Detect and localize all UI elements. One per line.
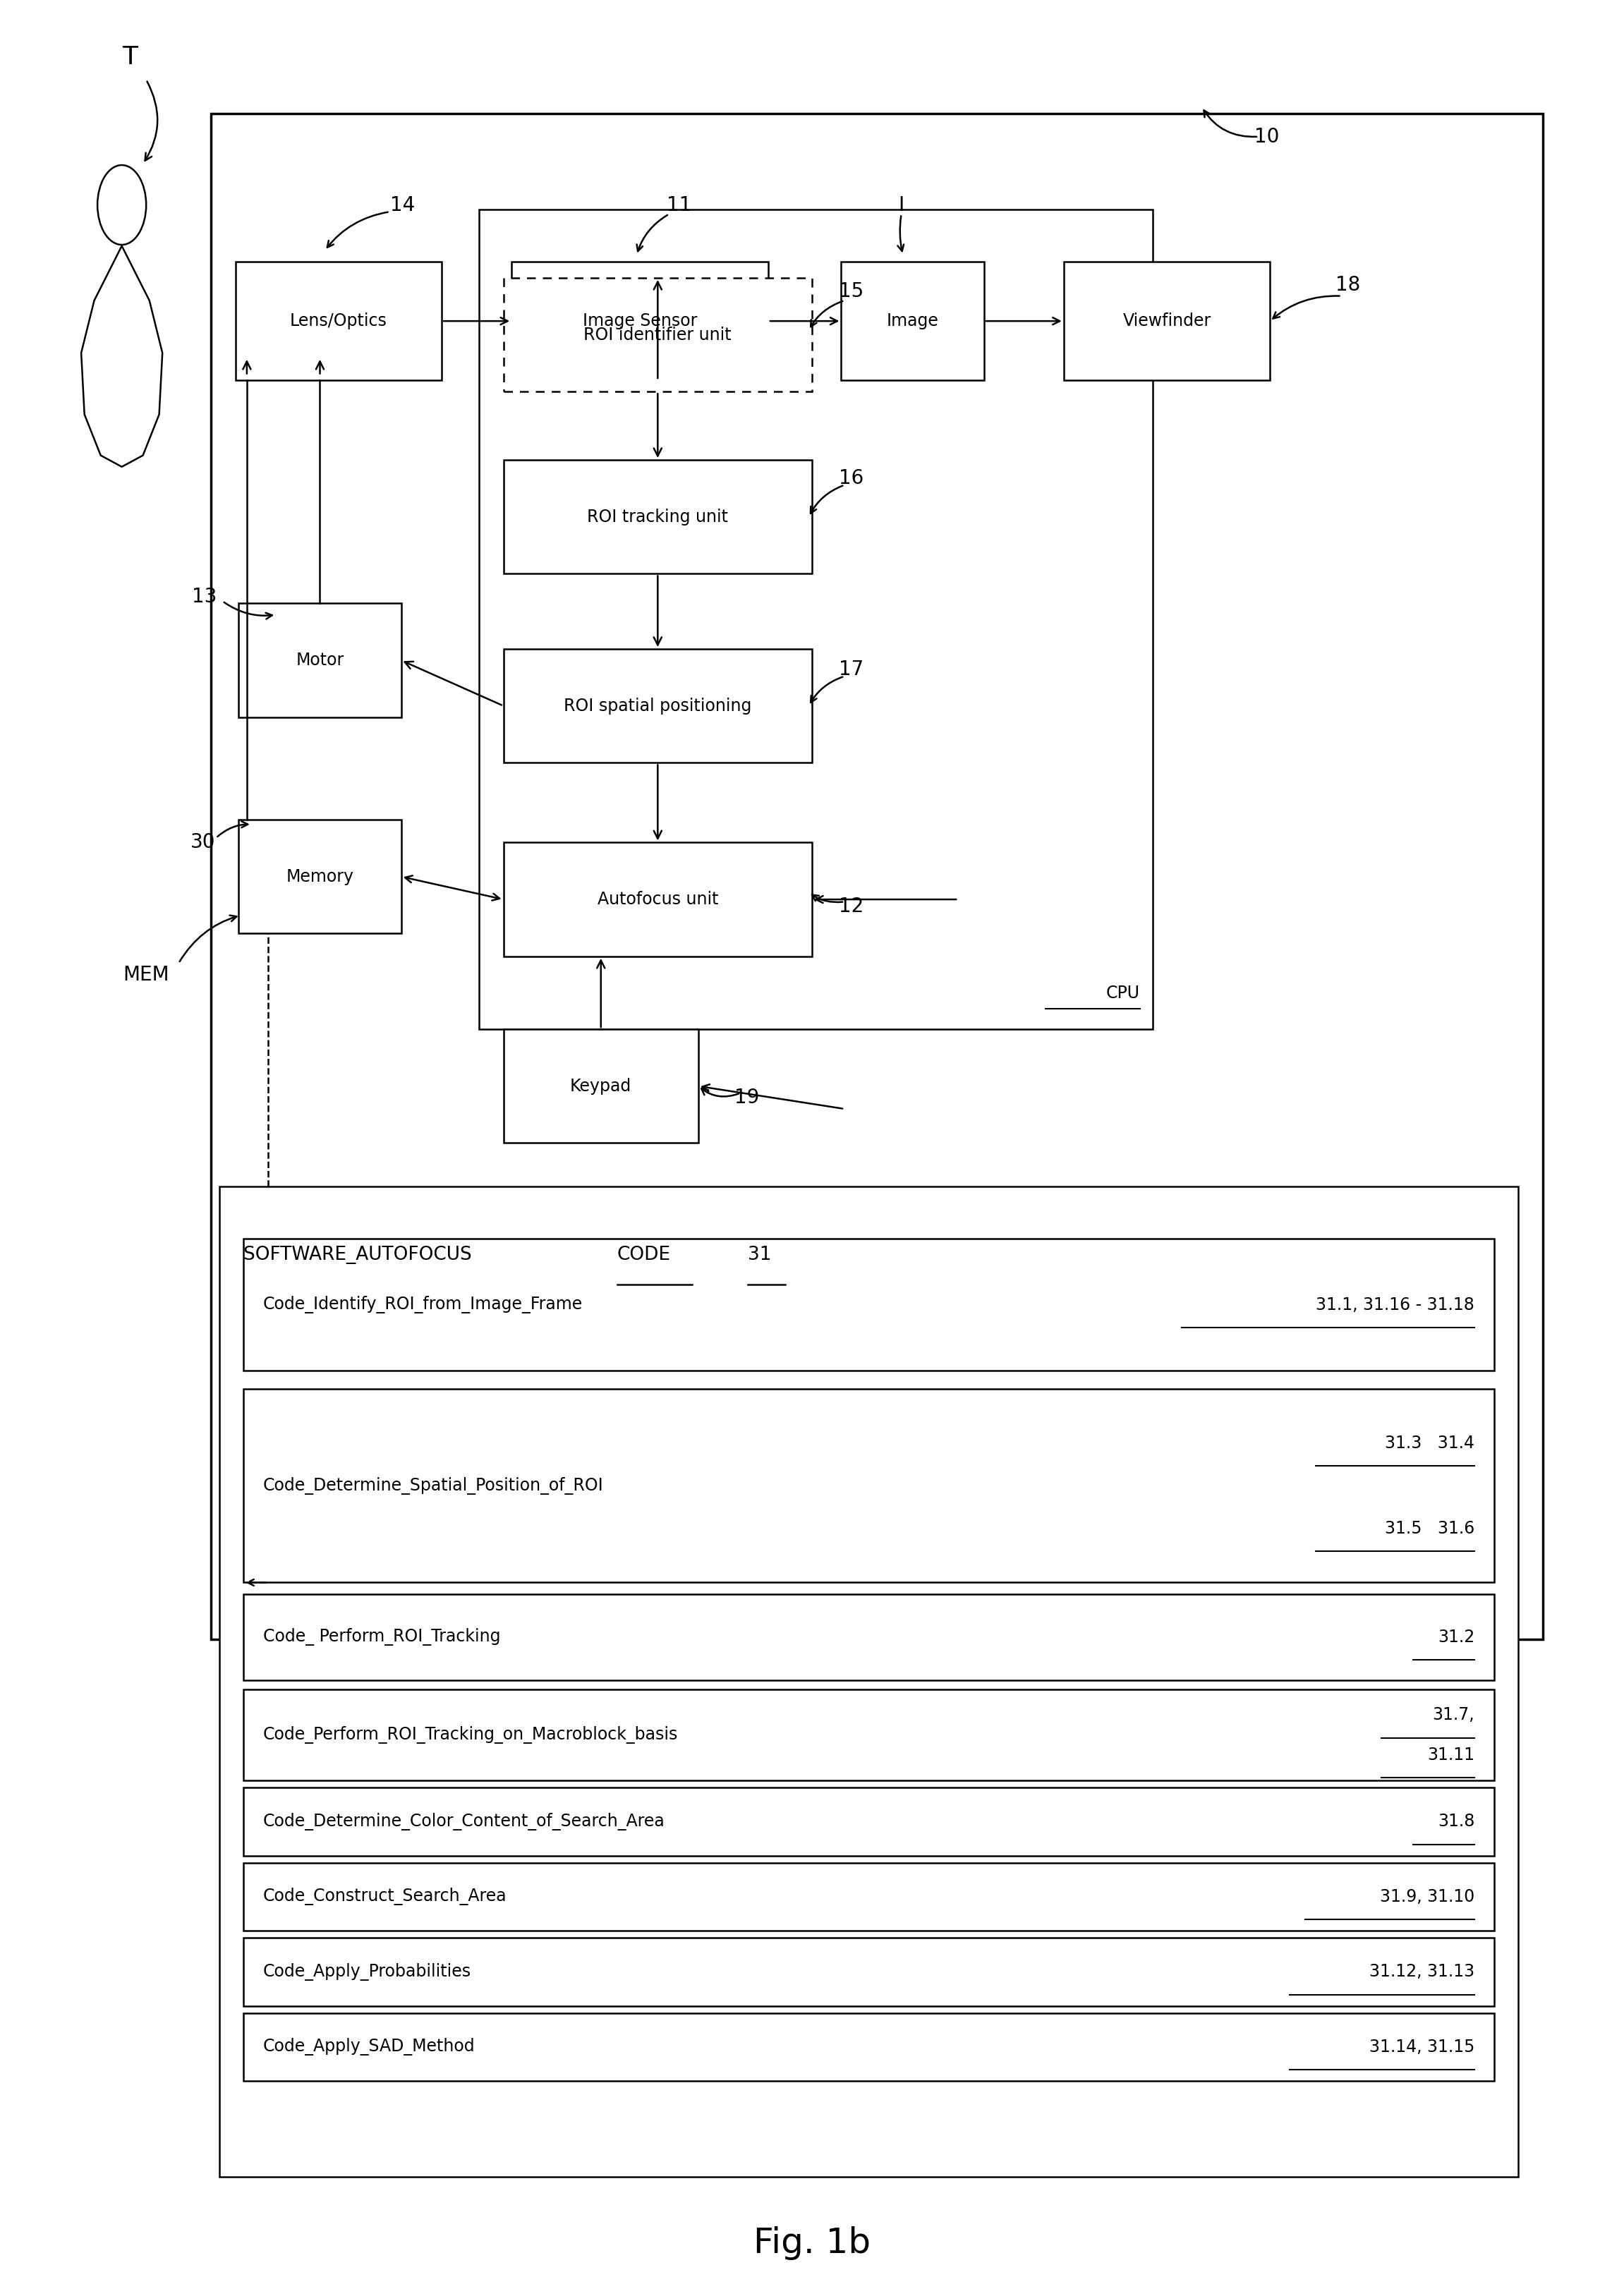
Bar [239,603,401,717]
Bar [479,209,1153,1029]
Bar [244,1787,1494,1856]
Text: Code_ Perform_ROI_Tracking: Code_ Perform_ROI_Tracking [263,1628,500,1646]
Text: Code_Perform_ROI_Tracking_on_Macroblock_basis: Code_Perform_ROI_Tracking_on_Macroblock_… [263,1726,679,1744]
Text: 19: 19 [734,1088,760,1107]
Text: Code_Apply_SAD_Method: Code_Apply_SAD_Method [263,2038,476,2056]
Text: Code_Identify_ROI_from_Image_Frame: Code_Identify_ROI_from_Image_Frame [263,1296,583,1314]
Text: CODE: CODE [617,1246,671,1264]
Bar [244,2013,1494,2081]
Text: ROI tracking unit: ROI tracking unit [588,508,728,526]
Bar [239,820,401,934]
Text: 31.1, 31.16 - 31.18: 31.1, 31.16 - 31.18 [1315,1296,1475,1314]
Text: I: I [898,196,905,214]
Bar [244,1594,1494,1680]
Text: CPU: CPU [1106,986,1140,1002]
Text: SOFTWARE_AUTOFOCUS: SOFTWARE_AUTOFOCUS [244,1246,484,1264]
Text: 18: 18 [1335,276,1361,294]
Text: 31.3   31.4: 31.3 31.4 [1385,1435,1475,1453]
Bar [512,262,768,380]
Text: 12: 12 [838,897,864,915]
Text: 31.14, 31.15: 31.14, 31.15 [1369,2038,1475,2056]
Text: Autofocus unit: Autofocus unit [598,890,718,909]
Bar [244,1863,1494,1931]
Text: Code_Construct_Search_Area: Code_Construct_Search_Area [263,1888,507,1906]
Text: 31.9, 31.10: 31.9, 31.10 [1380,1888,1475,1906]
Bar [503,278,812,392]
Bar [244,1239,1494,1371]
Bar [841,262,984,380]
Text: Viewfinder: Viewfinder [1122,312,1212,330]
Bar [503,460,812,574]
Bar [211,114,1543,1639]
Text: 31.5   31.6: 31.5 31.6 [1385,1519,1475,1537]
Text: T: T [122,46,138,68]
Text: 16: 16 [838,469,864,487]
Text: ROI identifier unit: ROI identifier unit [583,326,732,344]
Text: 30: 30 [190,833,216,852]
Text: MEM: MEM [123,965,169,984]
Bar [503,649,812,763]
Bar [244,1938,1494,2006]
Bar [244,1389,1494,1583]
Text: 31.7,: 31.7, [1432,1705,1475,1724]
Text: Code_Determine_Color_Content_of_Search_Area: Code_Determine_Color_Content_of_Search_A… [263,1812,666,1831]
Text: Fig. 1b: Fig. 1b [754,2227,870,2259]
Text: 15: 15 [838,282,864,301]
Text: Image: Image [887,312,939,330]
Bar [235,262,442,380]
Bar [503,842,812,956]
Text: 17: 17 [838,660,864,679]
Bar [219,1186,1518,2177]
Text: ROI spatial positioning: ROI spatial positioning [564,697,752,715]
Text: Code_Apply_Probabilities: Code_Apply_Probabilities [263,1963,471,1981]
Text: Lens/Optics: Lens/Optics [291,312,387,330]
Text: 13: 13 [192,587,218,606]
Text: 31.12, 31.13: 31.12, 31.13 [1369,1963,1475,1981]
Text: Keypad: Keypad [570,1077,632,1095]
Text: Code_Determine_Spatial_Position_of_ROI: Code_Determine_Spatial_Position_of_ROI [263,1478,604,1494]
Text: Memory: Memory [286,868,354,886]
Text: 31.11: 31.11 [1427,1746,1475,1765]
Text: 31.2: 31.2 [1437,1628,1475,1646]
Text: 10: 10 [1254,128,1280,146]
Text: Image Sensor: Image Sensor [583,312,697,330]
Text: 31.8: 31.8 [1437,1812,1475,1831]
Bar [503,1029,698,1143]
Bar [1064,262,1270,380]
Bar [244,1690,1494,1781]
Text: 11: 11 [666,196,692,214]
Text: Motor: Motor [296,651,344,669]
Text: 14: 14 [390,196,416,214]
Text: 31: 31 [747,1246,771,1264]
